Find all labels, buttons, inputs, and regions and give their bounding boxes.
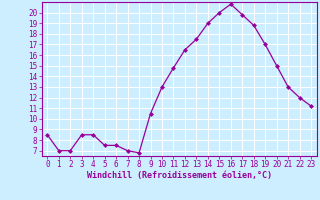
X-axis label: Windchill (Refroidissement éolien,°C): Windchill (Refroidissement éolien,°C) (87, 171, 272, 180)
